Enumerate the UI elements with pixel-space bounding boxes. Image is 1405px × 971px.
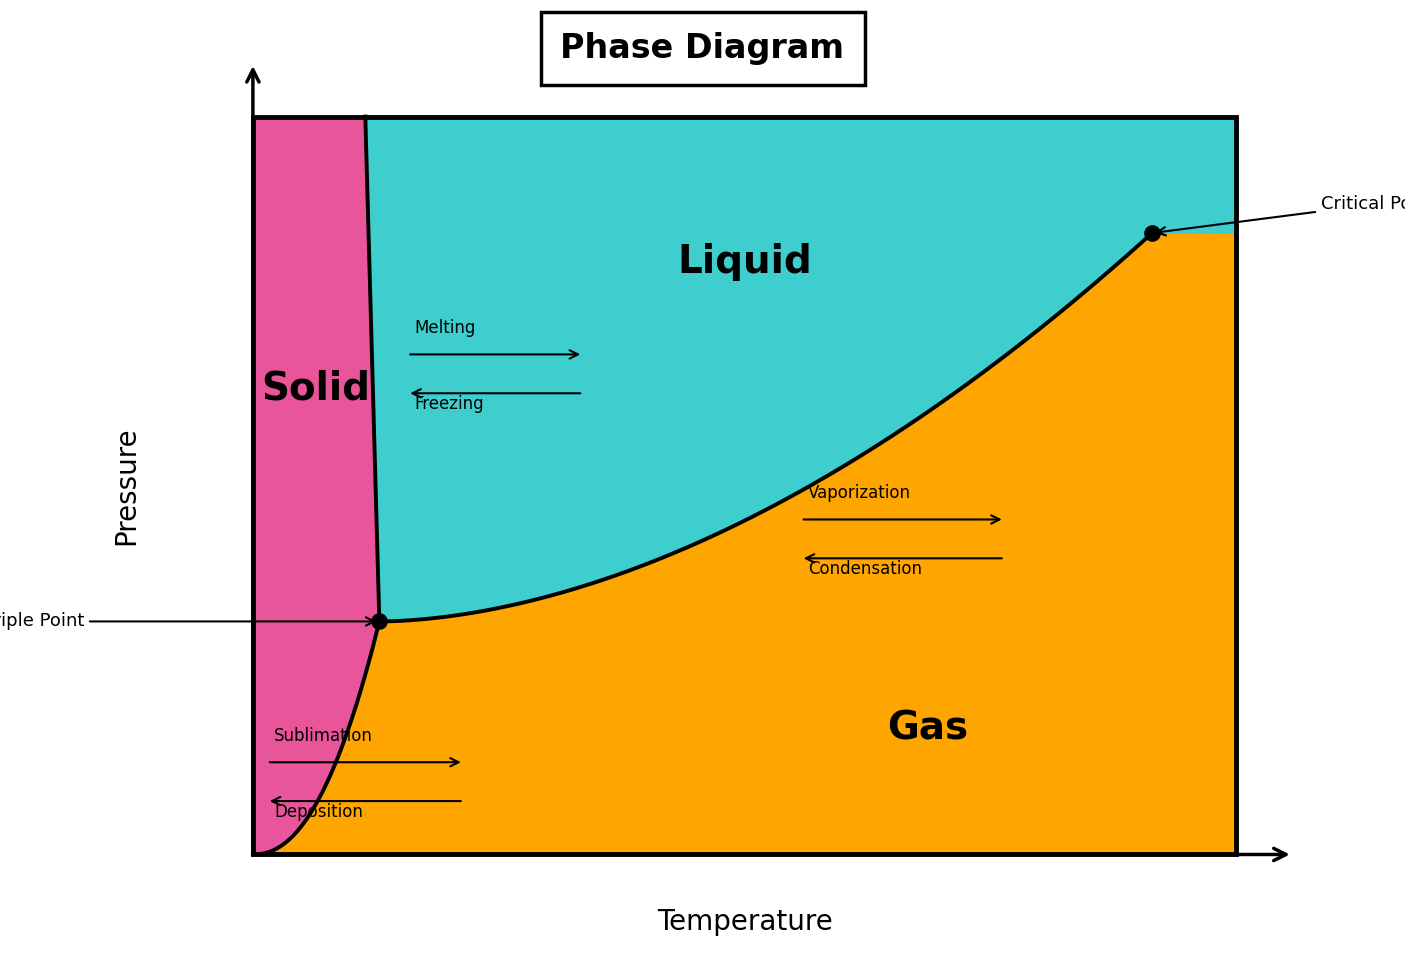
Polygon shape bbox=[253, 117, 1236, 854]
Polygon shape bbox=[253, 117, 379, 854]
Text: Sublimation: Sublimation bbox=[274, 726, 372, 745]
Text: Condensation: Condensation bbox=[808, 560, 922, 579]
Text: Melting: Melting bbox=[414, 318, 476, 337]
Text: Triple Point: Triple Point bbox=[0, 613, 374, 630]
Text: Critical Point: Critical Point bbox=[1158, 195, 1405, 235]
Text: Pressure: Pressure bbox=[112, 426, 140, 545]
Text: Temperature: Temperature bbox=[656, 909, 833, 936]
Text: Phase Diagram: Phase Diagram bbox=[561, 32, 844, 65]
Bar bbox=[253, 117, 1236, 854]
Text: Freezing: Freezing bbox=[414, 395, 485, 414]
Text: Gas: Gas bbox=[887, 709, 968, 748]
Text: Liquid: Liquid bbox=[677, 243, 812, 282]
Text: Deposition: Deposition bbox=[274, 803, 362, 821]
Text: Vaporization: Vaporization bbox=[808, 484, 910, 502]
Polygon shape bbox=[365, 117, 1236, 621]
Text: Solid: Solid bbox=[261, 369, 371, 408]
